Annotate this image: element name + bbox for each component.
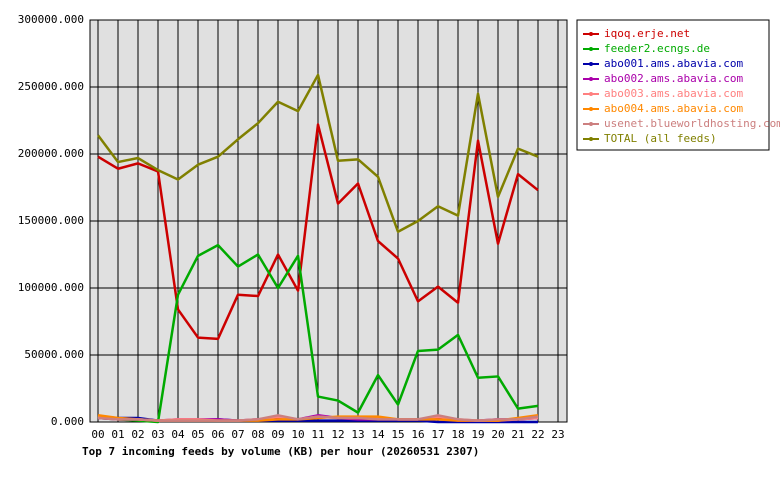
x-tick-label: 19: [471, 428, 484, 441]
legend-marker: [589, 92, 593, 96]
y-tick-label: 150000.000: [18, 214, 84, 227]
x-tick-label: 12: [331, 428, 344, 441]
x-tick-label: 11: [311, 428, 324, 441]
y-tick-label: 250000.000: [18, 80, 84, 93]
x-tick-label: 18: [451, 428, 464, 441]
legend-label: abo004.ams.abavia.com: [604, 102, 743, 115]
x-tick-label: 21: [511, 428, 524, 441]
y-tick-label: 200000.000: [18, 147, 84, 160]
legend-label: feeder2.ecngs.de: [604, 42, 710, 55]
y-tick-label: 100000.000: [18, 281, 84, 294]
legend-label: usenet.blueworldhosting.com: [604, 117, 780, 130]
x-tick-label: 07: [231, 428, 244, 441]
x-tick-label: 20: [491, 428, 504, 441]
y-tick-label: 300000.000: [18, 13, 84, 26]
x-tick-label: 15: [391, 428, 404, 441]
x-tick-label: 14: [371, 428, 385, 441]
legend-label: abo003.ams.abavia.com: [604, 87, 743, 100]
legend-label: abo001.ams.abavia.com: [604, 57, 743, 70]
y-tick-label: 0.000: [51, 415, 84, 428]
legend-marker: [589, 77, 593, 81]
legend-label: TOTAL (all feeds): [604, 132, 717, 145]
legend-marker: [589, 107, 593, 111]
legend-marker: [589, 137, 593, 141]
series-line: [97, 414, 539, 422]
legend-marker: [589, 32, 593, 36]
x-tick-label: 05: [191, 428, 204, 441]
legend-label: iqoq.erje.net: [604, 27, 690, 40]
series-line: [96, 73, 539, 233]
legend-marker: [589, 62, 593, 66]
x-tick-label: 08: [251, 428, 264, 441]
x-tick-label: 04: [171, 428, 185, 441]
series-line: [97, 243, 539, 424]
legend-marker: [589, 47, 593, 51]
y-tick-label: 50000.000: [24, 348, 84, 361]
x-tick-label: 01: [111, 428, 124, 441]
x-tick-label: 09: [271, 428, 284, 441]
x-tick-label: 23: [551, 428, 564, 441]
series-line: [97, 123, 539, 341]
x-tick-label: 02: [131, 428, 144, 441]
x-tick-label: 13: [351, 428, 364, 441]
legend-marker: [589, 122, 593, 126]
x-tick-label: 10: [291, 428, 304, 441]
x-tick-label: 06: [211, 428, 224, 441]
legend-box: [576, 19, 770, 151]
x-tick-label: 16: [411, 428, 424, 441]
x-axis-label: Top 7 incoming feeds by volume (KB) per …: [82, 445, 479, 458]
x-tick-label: 00: [91, 428, 104, 441]
x-tick-label: 22: [531, 428, 544, 441]
x-tick-label: 03: [151, 428, 164, 441]
x-tick-label: 17: [431, 428, 444, 441]
legend-label: abo002.ams.abavia.com: [604, 72, 743, 85]
